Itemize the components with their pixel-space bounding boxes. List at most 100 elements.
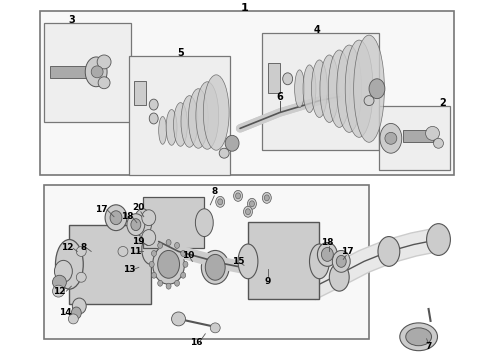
Ellipse shape [321, 247, 333, 261]
Ellipse shape [134, 209, 152, 237]
Ellipse shape [142, 235, 160, 264]
Circle shape [69, 314, 78, 324]
Ellipse shape [149, 261, 154, 267]
Ellipse shape [427, 224, 450, 255]
Ellipse shape [264, 195, 270, 201]
Ellipse shape [189, 89, 208, 148]
Ellipse shape [131, 219, 141, 231]
Circle shape [118, 247, 128, 256]
Text: 7: 7 [425, 342, 432, 351]
Ellipse shape [151, 251, 156, 256]
Ellipse shape [151, 272, 156, 278]
Circle shape [76, 247, 86, 256]
Ellipse shape [181, 251, 186, 256]
Bar [248, 222, 319, 299]
Ellipse shape [336, 255, 346, 267]
Ellipse shape [203, 75, 229, 150]
Ellipse shape [105, 205, 127, 231]
Bar [40, 11, 454, 175]
Ellipse shape [174, 280, 179, 286]
Ellipse shape [332, 251, 350, 272]
Ellipse shape [196, 82, 219, 149]
Ellipse shape [127, 214, 145, 235]
Ellipse shape [369, 79, 385, 99]
Ellipse shape [294, 70, 305, 108]
Ellipse shape [312, 60, 327, 117]
Ellipse shape [54, 260, 73, 282]
Ellipse shape [201, 251, 229, 284]
Circle shape [434, 138, 443, 148]
Ellipse shape [72, 307, 81, 319]
Bar [129, 56, 230, 175]
Ellipse shape [216, 196, 224, 207]
Ellipse shape [98, 77, 110, 89]
Ellipse shape [142, 230, 156, 246]
Ellipse shape [85, 57, 107, 87]
Ellipse shape [310, 244, 329, 279]
Text: 6: 6 [276, 92, 283, 102]
Text: 12: 12 [61, 243, 74, 252]
Text: 13: 13 [122, 265, 135, 274]
Text: 18: 18 [121, 212, 133, 221]
Bar [379, 105, 450, 170]
Text: 2: 2 [439, 98, 446, 108]
Ellipse shape [205, 255, 225, 280]
Ellipse shape [303, 65, 316, 113]
Text: 10: 10 [182, 251, 195, 260]
Ellipse shape [283, 73, 293, 85]
Ellipse shape [166, 109, 177, 145]
Ellipse shape [166, 283, 171, 289]
Ellipse shape [364, 96, 374, 105]
Ellipse shape [159, 117, 167, 144]
Ellipse shape [225, 135, 239, 151]
Bar [268, 63, 280, 93]
Ellipse shape [400, 323, 438, 351]
Ellipse shape [55, 239, 83, 289]
Text: 20: 20 [133, 203, 145, 212]
Ellipse shape [244, 206, 252, 217]
Ellipse shape [249, 201, 254, 207]
Bar [403, 130, 433, 142]
Ellipse shape [219, 148, 229, 158]
Bar [262, 33, 379, 150]
Ellipse shape [354, 35, 385, 142]
Ellipse shape [262, 192, 271, 203]
Text: 17: 17 [341, 247, 353, 256]
Text: 9: 9 [265, 277, 271, 286]
Bar [44, 185, 369, 339]
Ellipse shape [166, 239, 171, 246]
Ellipse shape [158, 280, 163, 286]
Text: 18: 18 [321, 238, 334, 247]
Ellipse shape [52, 275, 66, 289]
Ellipse shape [158, 243, 163, 248]
Text: 17: 17 [95, 205, 107, 214]
Circle shape [172, 312, 185, 326]
Circle shape [426, 126, 440, 140]
Text: 8: 8 [211, 188, 218, 197]
Bar [134, 81, 146, 105]
Text: 4: 4 [314, 25, 321, 35]
Bar [44, 23, 131, 122]
Ellipse shape [142, 210, 156, 226]
Text: 19: 19 [132, 237, 145, 246]
Ellipse shape [149, 99, 158, 110]
Ellipse shape [97, 55, 111, 69]
Ellipse shape [181, 96, 198, 147]
Ellipse shape [380, 123, 402, 153]
Text: 3: 3 [68, 15, 75, 25]
Ellipse shape [218, 199, 222, 205]
Text: 5: 5 [177, 48, 184, 58]
Text: 8: 8 [80, 243, 86, 252]
Ellipse shape [158, 251, 179, 278]
Circle shape [52, 285, 64, 297]
Ellipse shape [196, 209, 213, 237]
Text: 12: 12 [53, 287, 66, 296]
Ellipse shape [234, 190, 243, 201]
Ellipse shape [345, 40, 373, 137]
Text: 15: 15 [232, 257, 245, 266]
Bar [143, 197, 204, 248]
Ellipse shape [173, 103, 188, 146]
Ellipse shape [149, 113, 158, 124]
Circle shape [91, 66, 103, 78]
Text: 14: 14 [59, 309, 72, 318]
